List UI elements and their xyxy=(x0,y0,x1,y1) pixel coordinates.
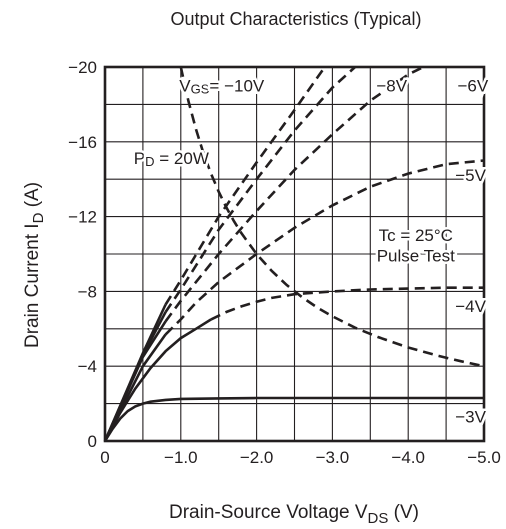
annotation-v3: −3V xyxy=(455,407,486,426)
annotation-tc: Tc = 25°C xyxy=(379,226,453,245)
series-line-dashed xyxy=(210,286,484,321)
series-line-dashed xyxy=(164,159,485,336)
y-axis-label: Drain Current ID (A) xyxy=(22,182,47,348)
y-axis-label-unit: (A) xyxy=(22,182,43,213)
annotation-v6: −6V xyxy=(457,76,488,95)
annotation-v8: −8V xyxy=(376,76,407,95)
y-tick-label: −8 xyxy=(78,282,97,301)
tick-labels: 0 −1.0 −2.0 −3.0 −4.0 −5.0 0 −4 −8 −12 −16 −20 xyxy=(68,58,501,467)
x-tick-label: −1.0 xyxy=(164,448,198,467)
y-axis-label-main: Drain Current I xyxy=(22,223,43,348)
x-tick-label: −3.0 xyxy=(316,448,350,467)
annotation-v4: −4V xyxy=(455,297,486,316)
annotations: VGS= −10V −8V −6V PD = 20W −5V Tc = 25°CPulse… xyxy=(131,74,491,429)
power-limit-curve xyxy=(179,66,485,368)
annotation-pulse: Pulse Test xyxy=(377,246,455,265)
annotation-vgs: VGS= −10V xyxy=(179,76,265,96)
chart-title: Output Characteristics (Typical) xyxy=(170,9,421,29)
annotation-pd: PD = 20W xyxy=(134,149,209,169)
series-6 xyxy=(179,66,485,368)
x-axis-label-main: Drain-Source Voltage V xyxy=(169,502,368,523)
y-tick-label: −20 xyxy=(68,58,97,77)
x-axis-label-sub: DS xyxy=(368,510,389,527)
x-tick-label: −2.0 xyxy=(240,448,274,467)
x-tick-label: −4.0 xyxy=(391,448,425,467)
y-tick-label: −16 xyxy=(68,133,97,152)
y-tick-label: −12 xyxy=(68,208,97,227)
series-0 xyxy=(103,396,484,442)
plot-frame xyxy=(103,65,486,443)
plot-border xyxy=(103,65,486,443)
series-line-dashed xyxy=(164,66,326,306)
series-line-solid xyxy=(103,318,212,442)
annotation-v5: −5V xyxy=(455,166,486,185)
series-line-dashed xyxy=(164,66,356,313)
x-axis-label-unit: (V) xyxy=(388,502,419,523)
series-5 xyxy=(103,66,326,442)
series-line xyxy=(103,396,484,442)
series-line-solid xyxy=(103,303,167,442)
x-axis-label: Drain-Source Voltage VDS (V) xyxy=(169,502,419,527)
y-tick-label: 0 xyxy=(88,432,97,451)
y-axis-label-sub: D xyxy=(30,212,47,223)
series-line-dashed xyxy=(164,65,424,323)
x-tick-label: 0 xyxy=(100,448,109,467)
series-group xyxy=(103,65,485,442)
x-tick-label: −5.0 xyxy=(467,448,501,467)
y-tick-label: −4 xyxy=(78,357,97,376)
